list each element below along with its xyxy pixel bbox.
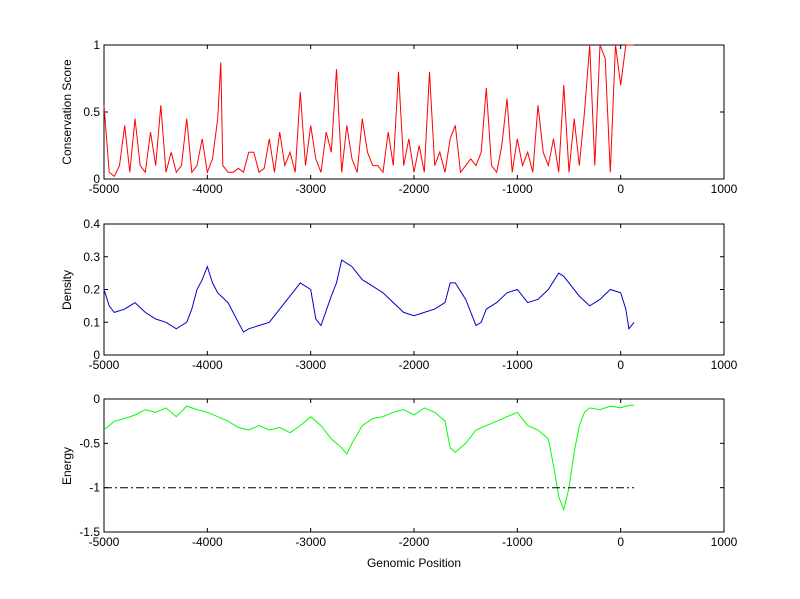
y-tick-label: 0.3 <box>83 250 100 264</box>
x-tick-label: -4000 <box>192 182 223 196</box>
x-tick-label: -1000 <box>502 358 533 372</box>
y-tick-label: 0.5 <box>83 105 100 119</box>
y-axis-ticks: 0 0.1 0.2 0.3 0.4 <box>83 217 724 362</box>
x-tick-label: 0 <box>617 358 624 372</box>
x-tick-label: -3000 <box>295 182 326 196</box>
conservation-score-panel: -5000 -4000 -3000 -2000 -1000 0 1000 00.51 Con… <box>60 38 738 196</box>
data-series-line <box>103 44 635 178</box>
x-tick-label: -2000 <box>399 535 430 549</box>
x-tick-label: -4000 <box>192 358 223 372</box>
x-tick-label: -2000 <box>399 182 430 196</box>
x-tick-label: -2000 <box>399 358 430 372</box>
y-axis-label: Conservation Score <box>60 59 74 165</box>
series-lines <box>103 404 635 512</box>
x-axis-ticks: -5000 -4000 -3000 -2000 -1000 0 1000 <box>89 399 738 549</box>
x-tick-label: -3000 <box>295 358 326 372</box>
y-tick-label: -1.5 <box>79 525 100 539</box>
x-tick-label: 1000 <box>711 358 738 372</box>
x-tick-label: -5000 <box>89 358 120 372</box>
x-tick-label: -5000 <box>89 182 120 196</box>
energy-panel: -5000 -4000 -3000 -2000 -1000 0 1000 -1.5 -1 -0.… <box>60 392 738 570</box>
y-tick-label: 0.2 <box>83 283 100 297</box>
data-series-line <box>103 404 635 512</box>
x-tick-label: -3000 <box>295 535 326 549</box>
y-tick-label: 1 <box>93 38 100 52</box>
x-axis-ticks: -5000 -4000 -3000 -2000 -1000 0 1000 <box>89 45 738 196</box>
x-tick-label: -1000 <box>502 535 533 549</box>
data-series-line <box>103 259 635 333</box>
y-axis-label: Density <box>60 270 74 310</box>
y-axis-ticks: -1.5 -1 -0.5 0 <box>79 392 724 539</box>
y-tick-label: -1 <box>89 481 100 495</box>
y-axis-label: Energy <box>60 447 74 485</box>
series-lines <box>103 44 635 178</box>
series-lines <box>103 259 635 333</box>
y-tick-label: 0.4 <box>83 217 100 231</box>
y-tick-label: 0 <box>93 392 100 406</box>
y-tick-label: 0 <box>93 172 100 186</box>
y-tick-label: 0.1 <box>83 315 100 329</box>
x-tick-label: 0 <box>617 182 624 196</box>
x-tick-label: -5000 <box>89 535 120 549</box>
y-tick-label: 0 <box>93 348 100 362</box>
x-axis-label: Genomic Position <box>367 556 461 570</box>
x-axis-ticks: -5000 -4000 -3000 -2000 -1000 0 1000 <box>89 224 738 372</box>
x-tick-label: -1000 <box>502 182 533 196</box>
y-tick-label: -0.5 <box>79 436 100 450</box>
x-tick-label: 1000 <box>711 182 738 196</box>
x-tick-label: 0 <box>617 535 624 549</box>
y-axis-ticks: 00.51 <box>83 38 724 186</box>
density-panel: -5000 -4000 -3000 -2000 -1000 0 1000 0 0.1 0.2 0.… <box>60 217 738 372</box>
x-tick-label: -4000 <box>192 535 223 549</box>
x-tick-label: 1000 <box>711 535 738 549</box>
